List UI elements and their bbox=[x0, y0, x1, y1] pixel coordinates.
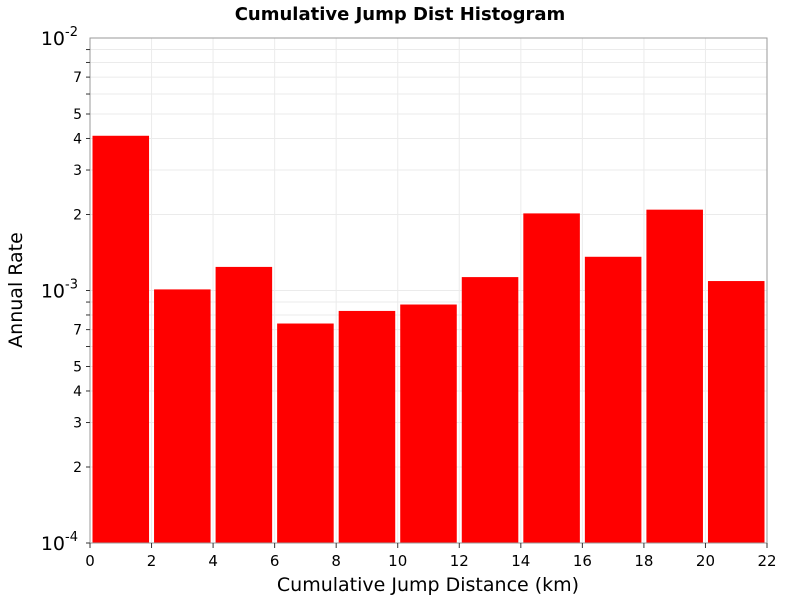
x-tick-label: 4 bbox=[208, 552, 218, 570]
bar-9 bbox=[646, 209, 703, 543]
y-minor-tick-label: 3 bbox=[73, 163, 82, 179]
x-tick-label: 0 bbox=[85, 552, 95, 570]
x-tick-label: 2 bbox=[147, 552, 157, 570]
x-tick-label: 6 bbox=[270, 552, 280, 570]
bar-8 bbox=[584, 256, 642, 543]
y-minor-tick-label: 5 bbox=[73, 360, 82, 376]
y-minor-tick-label: 2 bbox=[73, 460, 82, 476]
y-major-tick-label: 10-2 bbox=[41, 25, 78, 50]
bars-group bbox=[92, 135, 765, 543]
bar-2 bbox=[215, 266, 273, 543]
bar-0 bbox=[92, 135, 150, 543]
x-tick-label: 14 bbox=[511, 552, 530, 570]
bar-6 bbox=[461, 277, 519, 543]
y-minor-tick-label: 7 bbox=[73, 70, 82, 86]
y-minor-tick-label: 7 bbox=[73, 323, 82, 339]
y-tick-exponent: -2 bbox=[65, 25, 78, 40]
y-tick-exponent: -4 bbox=[65, 530, 78, 545]
x-tick-label: 22 bbox=[757, 552, 776, 570]
y-major-tick-label: 10-4 bbox=[41, 530, 78, 555]
y-tick-base: 10 bbox=[41, 28, 65, 50]
y-minor-tick-label: 5 bbox=[73, 107, 82, 123]
chart-title: Cumulative Jump Dist Histogram bbox=[235, 4, 566, 25]
y-tick-exponent: -3 bbox=[65, 278, 78, 293]
bar-5 bbox=[400, 304, 457, 543]
y-minor-tick-label: 3 bbox=[73, 416, 82, 432]
bar-3 bbox=[277, 323, 334, 543]
bar-4 bbox=[338, 310, 396, 543]
y-axis-label: Annual Rate bbox=[5, 232, 27, 348]
bar-7 bbox=[523, 213, 580, 543]
y-minor-tick-label: 4 bbox=[73, 131, 82, 147]
x-tick-label: 8 bbox=[331, 552, 341, 570]
y-tick-base: 10 bbox=[41, 533, 65, 555]
x-tick-label: 12 bbox=[450, 552, 469, 570]
x-tick-label: 10 bbox=[388, 552, 407, 570]
x-axis-ticks: 0 2 4 6 8 10 12 14 16 18 20 22 bbox=[85, 543, 777, 570]
x-tick-label: 18 bbox=[634, 552, 653, 570]
y-major-tick-label: 10-3 bbox=[41, 278, 78, 303]
x-axis-label: Cumulative Jump Distance (km) bbox=[277, 574, 579, 596]
bar-1 bbox=[154, 289, 211, 543]
y-minor-tick-label: 4 bbox=[73, 384, 82, 400]
x-tick-label: 20 bbox=[696, 552, 715, 570]
bar-10 bbox=[707, 281, 765, 543]
x-tick-label: 16 bbox=[573, 552, 592, 570]
y-minor-tick-label: 2 bbox=[73, 207, 82, 223]
y-tick-base: 10 bbox=[41, 281, 65, 303]
